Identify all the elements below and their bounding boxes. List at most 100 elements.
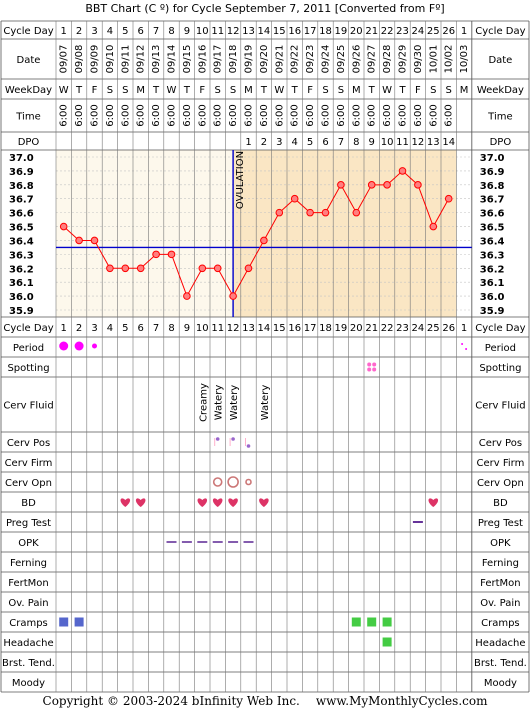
row-label-left-period: Period — [13, 343, 44, 354]
date-label: 09/10 — [105, 45, 116, 74]
row-label-right-fertmon: FertMon — [480, 578, 520, 589]
time-label: 6:00 — [398, 104, 409, 126]
cycle-day-number: 1 — [461, 26, 467, 37]
row-label-right-opk: OPK — [490, 538, 511, 549]
cycle-day-number: 24 — [412, 26, 425, 37]
dpo-number: 8 — [353, 137, 359, 148]
cycle-day-number: 26 — [442, 323, 455, 334]
time-label: 6:00 — [244, 104, 255, 126]
dpo-number: 5 — [307, 137, 313, 148]
spotting-dot — [372, 362, 377, 367]
spotting-dot — [372, 367, 377, 372]
cerv-pos-dot — [231, 437, 235, 441]
cycle-day-number: 6 — [138, 26, 144, 37]
time-label: 6:00 — [428, 104, 439, 126]
temperature-point — [429, 222, 438, 231]
date-label: 09/23 — [305, 45, 316, 74]
time-label: 6:00 — [413, 104, 424, 126]
row-label-right-cycle_day: Cycle Day — [475, 323, 525, 334]
cycle-day-number: 21 — [365, 323, 378, 334]
time-label: 6:00 — [90, 104, 101, 126]
time-label: 6:00 — [167, 104, 178, 126]
cerv-fluid-label: Creamy — [198, 383, 209, 422]
time-label: 6:00 — [367, 104, 378, 126]
cycle-day-number: 26 — [442, 26, 455, 37]
cycle-day-number: 16 — [288, 26, 301, 37]
period-dot — [461, 343, 464, 345]
weekday-label: M — [136, 85, 145, 96]
dpo-number: 10 — [381, 137, 394, 148]
row-label-left-moody: Moody — [12, 678, 45, 689]
cycle-day-number: 25 — [427, 323, 440, 334]
row-label-left-cerv_pos: Cerv Pos — [7, 438, 50, 449]
weekday-label: F — [415, 85, 421, 96]
date-label: 09/19 — [244, 45, 255, 74]
weekday-label: S — [338, 85, 344, 96]
weekday-label: F — [199, 85, 205, 96]
temperature-point — [198, 264, 207, 273]
dpo-number: 3 — [276, 137, 282, 148]
site-link[interactable]: www.MyMonthlyCycles.com — [315, 694, 488, 708]
cycle-day-number: 7 — [153, 26, 159, 37]
weekday-label: W — [167, 85, 177, 96]
date-label: 09/30 — [413, 45, 424, 74]
cycle-day-number: 10 — [196, 323, 209, 334]
temperature-point — [321, 208, 330, 217]
cycle-day-number: 18 — [319, 323, 332, 334]
row-label-right-cerv_firm: Cerv Firm — [476, 458, 524, 469]
bd-heart — [120, 498, 131, 507]
time-label: 6:00 — [259, 104, 270, 126]
date-label: 09/25 — [336, 45, 347, 74]
row-label-right-dpo: DPO — [490, 137, 512, 148]
weekday-label: S — [107, 85, 113, 96]
weekday-label: M — [460, 85, 469, 96]
temp-tick-right: 37.0 — [480, 153, 505, 164]
weekday-label: T — [291, 85, 299, 96]
spotting-dot — [367, 367, 372, 372]
row-label-right-time: Time — [487, 112, 512, 123]
time-label: 6:00 — [74, 104, 85, 126]
row-label-right-cramps: Cramps — [481, 618, 520, 629]
bd-heart — [259, 498, 269, 507]
cycle-day-number: 22 — [381, 323, 394, 334]
weekday-label: W — [59, 85, 69, 96]
cycle-day-number: 5 — [122, 26, 128, 37]
cycle-day-number: 5 — [122, 323, 128, 334]
time-label: 6:00 — [290, 104, 301, 126]
cycle-day-number: 12 — [227, 26, 240, 37]
cycle-day-number: 21 — [365, 26, 378, 37]
row-label-right-moody: Moody — [484, 678, 517, 689]
row-label-right-cerv_fluid: Cerv Fluid — [475, 401, 525, 412]
row-label-right-date: Date — [488, 55, 512, 66]
weekday-label: F — [307, 85, 313, 96]
date-label: 09/12 — [136, 45, 147, 74]
temperature-point — [183, 292, 191, 300]
cycle-day-number: 9 — [184, 26, 190, 37]
dpo-number: 11 — [396, 137, 409, 148]
row-label-left-ferning: Ferning — [10, 558, 47, 569]
weekday-label: M — [352, 85, 361, 96]
temp-tick-left: 36.0 — [9, 292, 34, 303]
weekday-label: T — [152, 85, 160, 96]
temp-tick-left: 36.9 — [9, 167, 34, 178]
temperature-point — [337, 181, 345, 189]
cerv-fluid-label: Watery — [229, 385, 240, 421]
cycle-day-number: 10 — [196, 26, 209, 37]
temperature-point — [414, 181, 422, 189]
temp-tick-right: 36.9 — [480, 167, 505, 178]
cycle-day-number: 25 — [427, 26, 440, 37]
cycle-day-number: 14 — [258, 26, 271, 37]
temp-tick-left: 36.7 — [9, 195, 34, 206]
cycle-day-number: 18 — [319, 26, 332, 37]
cycle-day-number: 2 — [76, 26, 82, 37]
cycle-day-number: 14 — [258, 323, 271, 334]
temp-tick-left: 36.2 — [9, 264, 34, 275]
row-label-left-ov_pain: Ov. Pain — [8, 598, 48, 609]
row-label-right-bd: BD — [493, 498, 508, 509]
temperature-point — [290, 194, 299, 203]
row-label-left-cerv_opn: Cerv Opn — [5, 478, 52, 489]
temperature-point — [244, 264, 253, 273]
period-dot — [92, 343, 97, 349]
cycle-day-number: 7 — [153, 323, 159, 334]
row-label-right-cerv_opn: Cerv Opn — [477, 478, 524, 489]
